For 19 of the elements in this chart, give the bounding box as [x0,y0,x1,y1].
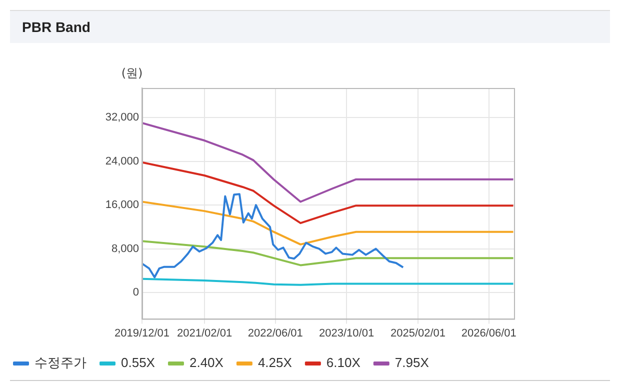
y-tick-label: 16,000 [105,199,139,212]
x-tick-label: 2025/02/01 [390,327,446,340]
y-axis-title: (원) [121,66,143,80]
legend-label: 0.55X [121,355,156,370]
y-tick-label: 32,000 [105,112,139,124]
chart-title: PBR Band [10,11,610,43]
legend-label: 2.40X [189,355,224,370]
y-tick-label: 24,000 [105,155,139,168]
y-tick-label: 8,000 [111,242,139,255]
x-tick-label: 2023/10/01 [319,327,374,340]
legend-label: 4.25X [258,355,292,370]
legend-label: 수정주가 [34,355,86,370]
x-tick-label: 2019/12/01 [114,327,170,340]
x-tick-label: 2021/02/01 [177,327,232,340]
x-tick-label: 2026/06/01 [461,327,516,340]
y-tick-label: 0 [132,286,139,299]
legend-label: 6.10X [326,355,361,370]
legend-label: 7.95X [394,355,430,370]
x-tick-label: 2022/06/01 [248,327,303,340]
